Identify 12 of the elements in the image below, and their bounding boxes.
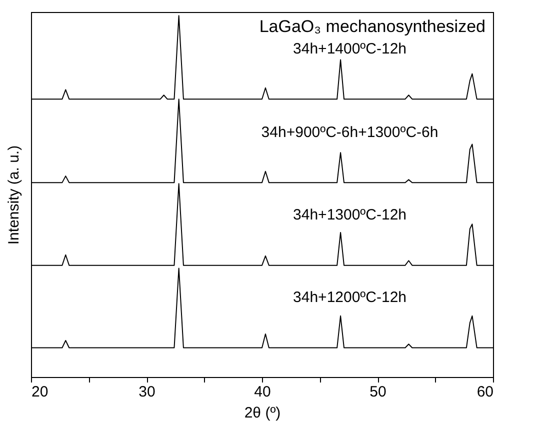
series-label: 34h+900ºC-6h+1300ºC-6h <box>261 124 438 141</box>
x-tick-label: 30 <box>138 384 156 400</box>
x-axis-title: 2θ (º) <box>244 404 281 422</box>
x-tick-label: 50 <box>370 384 386 400</box>
x-tick-label: 20 <box>32 384 48 400</box>
x-tick-label: 40 <box>254 384 271 400</box>
x-tick-label: 60 <box>476 384 494 400</box>
y-axis-title: Intensity (a. u.) <box>6 145 22 245</box>
series-label: 34h+1400ºC-12h <box>293 40 407 58</box>
series-label: 34h+1300ºC-12h <box>293 206 407 224</box>
chart-title: LaGaO₃ mechanosynthesized <box>259 17 486 36</box>
series-label: 34h+1200ºC-12h <box>293 289 407 306</box>
